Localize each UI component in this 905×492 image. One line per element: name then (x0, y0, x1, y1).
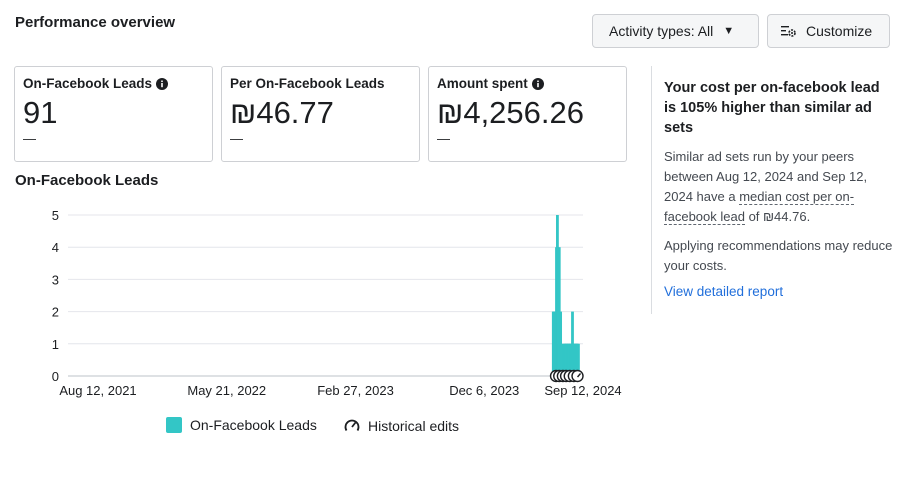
metric-label: Per On-Facebook Leads (230, 76, 385, 91)
y-tick-label: 3 (52, 272, 59, 287)
activity-types-label: Activity types: All (609, 23, 714, 39)
metric-label: On-Facebook Leads (23, 76, 153, 91)
info-icon[interactable] (156, 77, 169, 90)
legend-label: On-Facebook Leads (190, 417, 317, 433)
recommendation-panel: Your cost per on-facebook lead is 105% h… (664, 78, 894, 299)
recommendation-text-part: of ₪44.76. (744, 209, 811, 224)
metric-value: ₪46.77 (230, 95, 334, 130)
recommendation-text: Similar ad sets run by your peers betwee… (664, 147, 894, 227)
metric-change: — (437, 131, 450, 146)
y-tick-label: 2 (52, 305, 59, 320)
metric-card-amount-spent: Amount spent ₪4,256.26 — (428, 66, 627, 162)
bar (577, 343, 580, 376)
y-tick-label: 5 (52, 208, 59, 223)
metric-label: Amount spent (437, 76, 528, 91)
metric-card-leads: On-Facebook Leads 91 — (14, 66, 213, 162)
median-cost-term[interactable]: median cost per on-facebook lead (664, 189, 855, 225)
metric-card-cost-per-lead: Per On-Facebook Leads ₪46.77 — (221, 66, 420, 162)
metric-value: 91 (23, 95, 58, 130)
x-tick-label: Feb 27, 2023 (317, 383, 394, 398)
leads-chart[interactable]: 0 1 2 3 4 5 Aug 12, 2021 May 21, 2022 Feb 27, 20… (0, 195, 640, 410)
bar (560, 343, 564, 376)
activity-types-dropdown[interactable]: Activity types: All ▼ (592, 14, 759, 48)
bar (571, 311, 574, 376)
historical-edit-marker[interactable] (571, 369, 584, 383)
recommendation-headline: Your cost per on-facebook lead is 105% h… (664, 80, 880, 136)
recommendation-note: Applying recommendations may reduce your… (664, 238, 893, 273)
metric-change: — (230, 131, 243, 146)
customize-label: Customize (806, 23, 873, 39)
legend-label: Historical edits (368, 418, 460, 434)
caret-down-icon: ▼ (723, 25, 735, 37)
view-detailed-report-link[interactable]: View detailed report (664, 284, 784, 299)
x-tick-label: Aug 12, 2021 (59, 383, 136, 398)
customize-icon (780, 23, 796, 39)
y-tick-label: 0 (52, 369, 59, 384)
metric-value: ₪4,256.26 (437, 95, 584, 130)
legend-item-historical-edits[interactable]: Historical edits (343, 417, 459, 435)
y-tick-label: 1 (52, 337, 59, 352)
sidebar-divider (651, 66, 652, 314)
x-tick-label: Dec 6, 2023 (449, 383, 519, 398)
customize-button[interactable]: Customize (767, 14, 890, 48)
y-tick-label: 4 (52, 240, 59, 255)
metric-change: — (23, 131, 36, 146)
legend-swatch (166, 417, 182, 433)
legend-item-leads[interactable]: On-Facebook Leads (166, 417, 317, 433)
gauge-icon (343, 417, 361, 435)
page-title: Performance overview (15, 14, 176, 31)
info-icon[interactable] (531, 77, 544, 90)
x-tick-label: May 21, 2022 (187, 383, 266, 398)
recommendation-text-part: Similar ad sets run by your peers betwee… (664, 149, 868, 204)
x-tick-label: Sep 12, 2024 (544, 383, 621, 398)
chart-title: On-Facebook Leads (15, 172, 159, 189)
bar (559, 311, 563, 376)
